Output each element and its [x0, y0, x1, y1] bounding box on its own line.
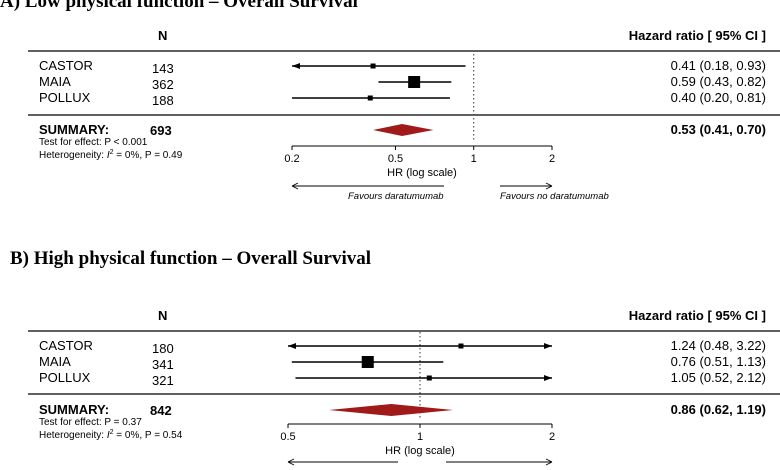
study-hazard-ratio: 1.05 (0.52, 2.12) — [671, 370, 766, 385]
point-estimate — [361, 356, 374, 368]
x-axis-label: HR (log scale) — [387, 167, 457, 179]
point-estimate — [426, 375, 432, 381]
ci-arrow-left — [292, 63, 300, 69]
study-hazard-ratio: 0.41 (0.18, 0.93) — [671, 58, 766, 73]
point-estimate — [367, 95, 373, 101]
favours-left-arrowhead — [291, 182, 299, 190]
forest-plot-a: N Hazard ratio [ 95% CI ] CASTOR 143 0.41 (0… — [28, 28, 780, 202]
favours-left-arrowhead — [287, 458, 295, 466]
summary-n: 693 — [150, 123, 172, 138]
point-estimate — [370, 63, 376, 69]
summary-label: SUMMARY: — [39, 402, 109, 417]
favours-right-arrowhead — [545, 458, 553, 466]
study-label: CASTOR — [39, 58, 93, 73]
study-label: CASTOR — [39, 338, 93, 353]
study-n: 321 — [152, 373, 174, 388]
favours-left-label: Favours daratumumab — [348, 191, 444, 202]
x-tick-label: 1 — [471, 153, 477, 165]
summary-hazard-ratio: 0.53 (0.41, 0.70) — [671, 122, 766, 137]
x-tick-label: 0.2 — [284, 153, 299, 165]
n-column-header: N — [158, 28, 167, 43]
x-tick-label: 0.5 — [280, 431, 295, 443]
x-tick-label: 0.5 — [388, 153, 403, 165]
summary-n: 842 — [150, 403, 172, 418]
summary-diamond — [328, 404, 454, 416]
point-estimate — [458, 343, 464, 349]
hazard-ratio-header: Hazard ratio [ 95% CI ] — [629, 28, 766, 43]
favours-right-label: Favours no daratumumab — [500, 191, 609, 202]
point-estimate — [408, 76, 421, 88]
panel-a-title: A) Low physical function – Overall Survi… — [0, 0, 358, 12]
study-n: 180 — [152, 341, 174, 356]
test-for-effect: Test for effect: P = 0.37 — [39, 417, 142, 428]
summary-label: SUMMARY: — [39, 122, 109, 137]
study-label: MAIA — [39, 354, 71, 369]
x-tick-label: 2 — [549, 153, 555, 165]
study-label: POLLUX — [39, 90, 91, 105]
n-column-header: N — [158, 308, 167, 323]
x-tick-label: 1 — [417, 431, 423, 443]
summary-diamond — [373, 124, 434, 136]
study-hazard-ratio: 0.76 (0.51, 1.13) — [671, 354, 766, 369]
heterogeneity-stat: Heterogeneity: I2 = 0%, P = 0.49 — [39, 149, 183, 161]
study-n: 341 — [152, 357, 174, 372]
x-tick-label: 2 — [549, 431, 555, 443]
ci-arrow-left — [288, 343, 296, 349]
study-n: 143 — [152, 61, 174, 76]
favours-right-arrowhead — [545, 182, 553, 190]
ci-arrow-right — [544, 375, 552, 381]
study-hazard-ratio: 0.40 (0.20, 0.81) — [671, 90, 766, 105]
heterogeneity-stat: Heterogeneity: I2 = 0%, P = 0.54 — [39, 429, 183, 441]
hazard-ratio-header: Hazard ratio [ 95% CI ] — [629, 308, 766, 323]
summary-hazard-ratio: 0.86 (0.62, 1.19) — [671, 402, 766, 417]
study-n: 188 — [152, 93, 174, 108]
study-hazard-ratio: 1.24 (0.48, 3.22) — [671, 338, 766, 353]
ci-arrow-right — [544, 343, 552, 349]
study-hazard-ratio: 0.59 (0.43, 0.82) — [671, 74, 766, 89]
study-n: 362 — [152, 77, 174, 92]
test-for-effect: Test for effect: P < 0.001 — [39, 137, 148, 148]
forest-plot-b: N Hazard ratio [ 95% CI ] CASTOR 180 1.24 (0… — [28, 308, 780, 466]
panel-b-title: B) High physical function – Overall Surv… — [10, 248, 372, 269]
x-axis-label: HR (log scale) — [385, 445, 455, 457]
study-label: MAIA — [39, 74, 71, 89]
study-label: POLLUX — [39, 370, 91, 385]
